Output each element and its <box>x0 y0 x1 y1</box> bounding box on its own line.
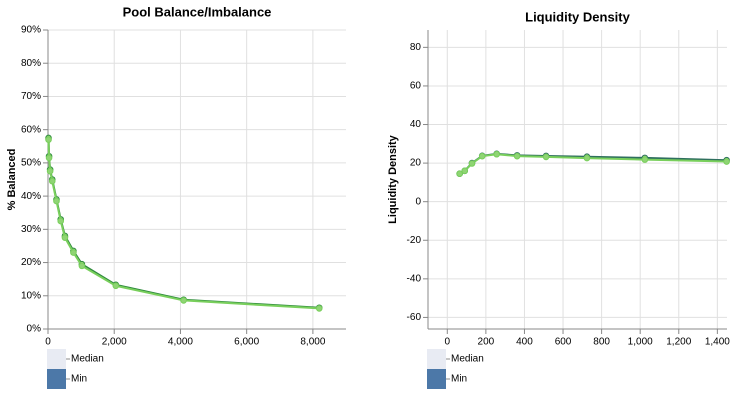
x-tick-label: 1,000 <box>628 337 653 348</box>
series-line <box>47 139 320 310</box>
y-tick-label: 70% <box>21 91 41 102</box>
data-point <box>583 154 591 162</box>
data-point <box>461 167 469 175</box>
y-tick-label: -60 <box>407 312 422 323</box>
legend-swatch <box>427 369 446 389</box>
x-tick-label: 4,000 <box>168 337 193 348</box>
legend-label: Min <box>71 374 87 385</box>
x-tick-label: 6,000 <box>234 337 259 348</box>
y-tick-label: 80% <box>21 58 41 69</box>
x-tick-label: 2,000 <box>102 337 127 348</box>
chart-title: Liquidity Density <box>525 9 631 24</box>
x-tick-label: 400 <box>516 337 533 348</box>
x-tick-label: 1,200 <box>666 337 691 348</box>
data-point <box>61 234 69 241</box>
x-tick-label: 600 <box>555 337 572 348</box>
data-point <box>78 262 86 270</box>
data-point <box>456 170 463 178</box>
legend-label: Median <box>71 354 104 365</box>
y-tick-label: 10% <box>21 290 41 301</box>
y-axis-title: % Balanced <box>6 149 18 211</box>
y-tick-label: -40 <box>407 273 422 284</box>
data-point <box>45 154 53 162</box>
x-tick-label: 200 <box>478 337 495 348</box>
y-tick-label: 40 <box>410 119 422 130</box>
legend-swatch <box>47 369 66 389</box>
data-point <box>180 297 187 304</box>
y-tick-label: 20 <box>410 158 422 169</box>
y-tick-label: 90% <box>21 25 41 36</box>
data-point <box>723 158 730 165</box>
y-tick-label: 0 <box>415 196 421 207</box>
data-point <box>315 305 323 312</box>
series-line <box>459 152 727 175</box>
series-line <box>47 137 320 309</box>
data-point <box>641 156 649 163</box>
x-tick-label: 0 <box>45 337 51 348</box>
data-point <box>70 249 77 256</box>
y-tick-label: 60 <box>410 81 422 92</box>
legend-swatch <box>47 349 66 369</box>
data-point <box>542 153 550 161</box>
data-point <box>53 197 60 205</box>
data-point <box>468 160 476 167</box>
y-axis-title: Liquidity Density <box>387 134 399 224</box>
y-tick-label: 50% <box>21 158 41 169</box>
data-point <box>48 177 56 185</box>
x-tick-label: 8,000 <box>300 337 325 348</box>
y-tick-label: 0% <box>27 324 42 335</box>
data-point <box>513 152 521 160</box>
x-tick-label: 1,400 <box>705 337 730 348</box>
data-point <box>478 152 486 160</box>
y-tick-label: 80 <box>410 42 422 53</box>
series-line <box>459 153 727 175</box>
y-tick-label: 20% <box>21 257 41 268</box>
data-point <box>45 136 52 143</box>
chart-title: Pool Balance/Imbalance <box>123 4 272 19</box>
data-point <box>57 217 65 225</box>
legend-label: Median <box>451 354 484 365</box>
y-tick-label: 40% <box>21 191 41 202</box>
data-point <box>493 150 500 158</box>
x-tick-label: 800 <box>593 337 610 348</box>
legend-swatch <box>427 349 446 369</box>
data-point <box>46 167 54 175</box>
y-tick-label: 60% <box>21 124 41 135</box>
y-tick-label: -20 <box>407 235 422 246</box>
legend-label: Min <box>451 374 467 385</box>
data-point <box>112 282 120 290</box>
y-tick-label: 30% <box>21 224 41 235</box>
x-tick-label: 0 <box>445 337 451 348</box>
